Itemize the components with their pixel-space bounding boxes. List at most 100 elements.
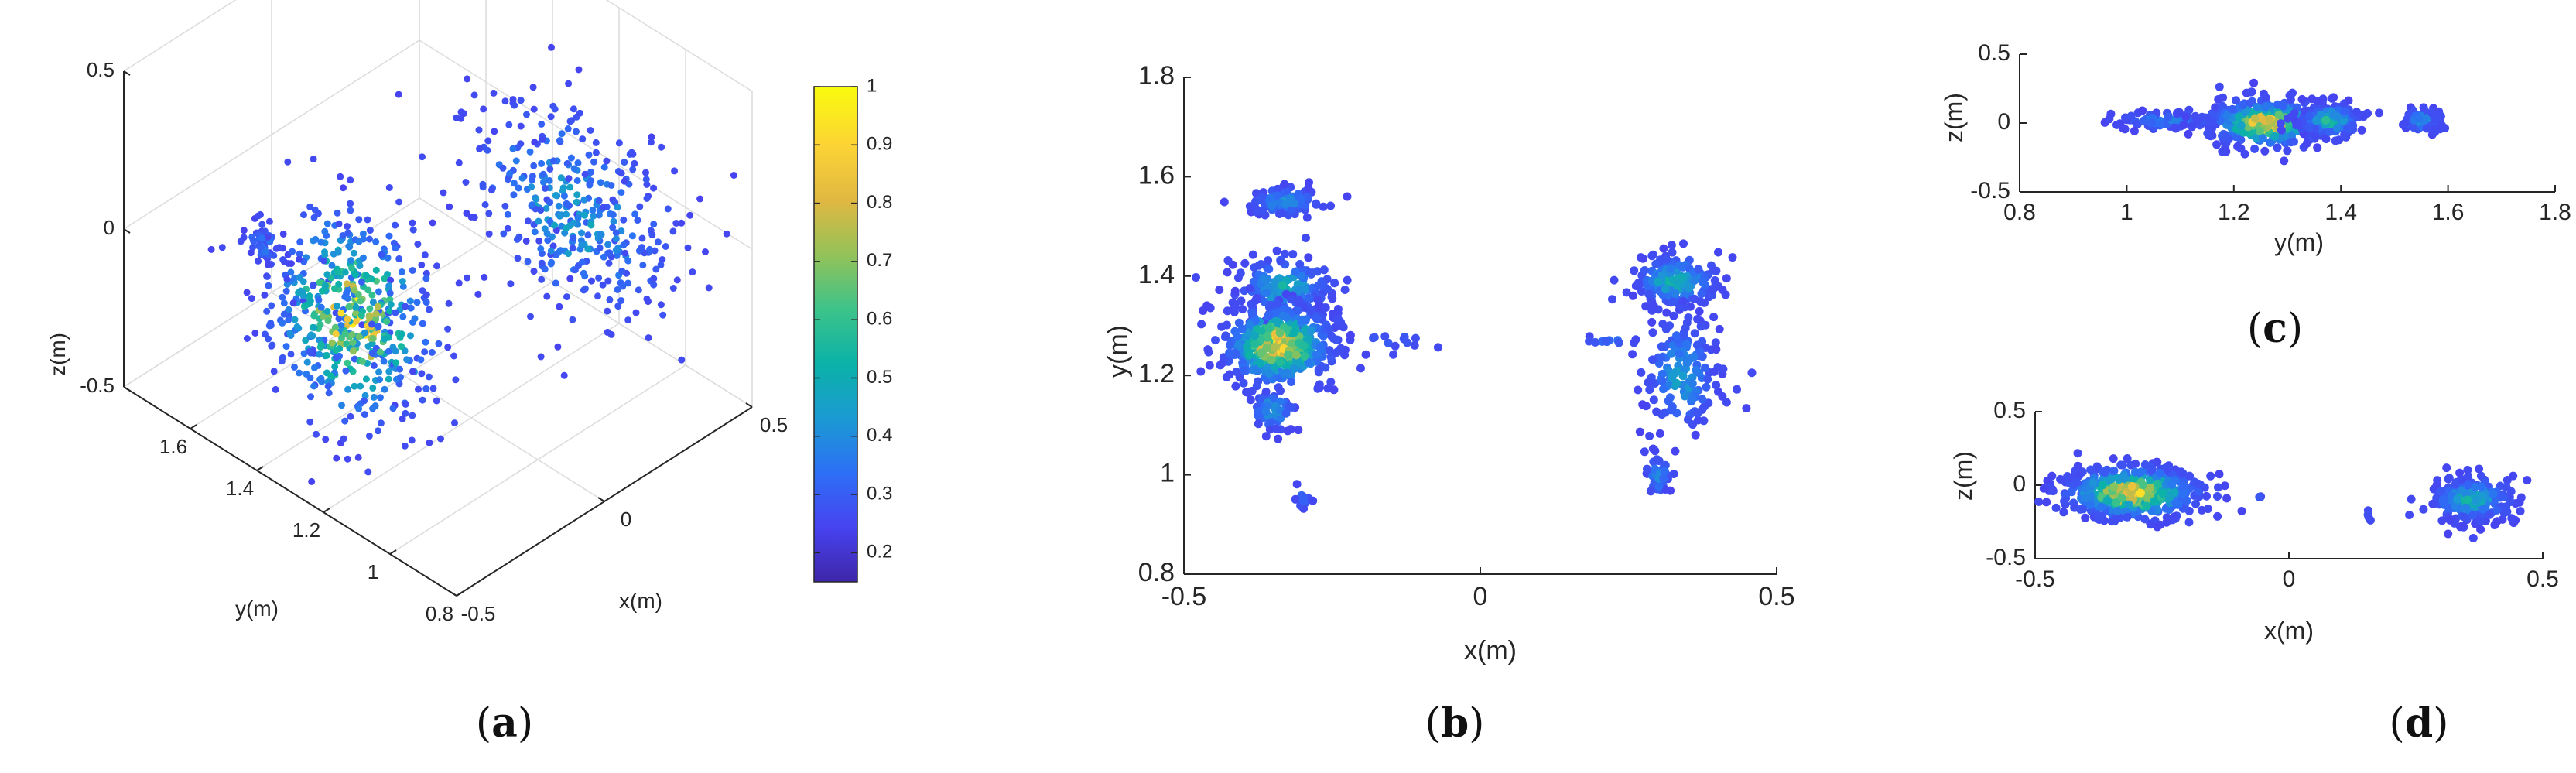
panel-a-tick-labels: -0.5 0 0.5 0.8 1 1.2 1.4 1.6 -0.5 0 0.5 bbox=[80, 58, 788, 625]
panel-a-point bbox=[604, 307, 611, 315]
panel-b-point bbox=[1356, 364, 1365, 373]
panel-a-point bbox=[375, 368, 383, 376]
panel-b-point bbox=[1192, 273, 1200, 282]
panel-b-point bbox=[1712, 345, 1721, 354]
panel-a-point bbox=[344, 455, 351, 463]
panel-a-point bbox=[599, 281, 607, 289]
panel-d-point bbox=[2407, 494, 2416, 504]
panel-d-point bbox=[2451, 480, 2460, 489]
panel-a-point bbox=[428, 348, 436, 356]
panel-a-point bbox=[564, 125, 572, 132]
panel-d-point bbox=[2177, 467, 2186, 477]
panel-d-point bbox=[2123, 454, 2132, 463]
panel-a-point bbox=[624, 316, 632, 324]
panel-a-point bbox=[464, 75, 471, 83]
panel-a-point bbox=[338, 402, 345, 409]
panel-a-point bbox=[422, 275, 430, 282]
panel-a-point bbox=[307, 393, 314, 401]
panel-a-point bbox=[642, 176, 650, 183]
panel-a-point bbox=[324, 317, 332, 324]
panel-a-point bbox=[409, 267, 416, 274]
panel-b-point bbox=[1271, 424, 1281, 433]
panel-d-point bbox=[2214, 483, 2222, 492]
panel-a-point bbox=[491, 128, 498, 135]
panel-a-point bbox=[278, 357, 286, 365]
panel-b-point bbox=[1238, 305, 1247, 314]
panel-b-point bbox=[1281, 249, 1289, 258]
panel-b-point bbox=[1330, 279, 1339, 288]
panel-b-point bbox=[1299, 341, 1309, 351]
panel-a-grid-line bbox=[123, 0, 237, 72]
panel-d-point bbox=[2097, 502, 2106, 511]
panel-a-point bbox=[600, 163, 608, 171]
panel-a-point bbox=[409, 368, 416, 375]
panel-a-point bbox=[240, 234, 248, 241]
panel-a-point bbox=[650, 275, 658, 282]
panel-a-point bbox=[463, 210, 470, 217]
panel-c-point bbox=[2344, 125, 2353, 134]
panel-a-point bbox=[580, 286, 587, 294]
panel-a-point bbox=[357, 297, 364, 305]
panel-a-point bbox=[590, 158, 597, 166]
panel-a-point bbox=[321, 248, 328, 256]
panel-d-point bbox=[2073, 461, 2082, 470]
panel-b-point bbox=[1340, 351, 1350, 360]
panel-b-point bbox=[1668, 248, 1677, 257]
panel-d-point bbox=[2405, 511, 2414, 519]
panel-a-point bbox=[323, 271, 331, 279]
panel-c-point bbox=[2344, 96, 2353, 105]
panel-a-point bbox=[399, 278, 406, 285]
panel-a-point bbox=[659, 256, 666, 263]
panel-a-point bbox=[396, 365, 403, 373]
panel-c-point bbox=[2139, 116, 2148, 125]
panel-a-point bbox=[607, 330, 615, 338]
panel-a-point bbox=[350, 249, 357, 257]
panel-a-point bbox=[344, 223, 351, 230]
panel-a-point bbox=[296, 250, 303, 258]
panel-d-point bbox=[2419, 505, 2428, 514]
panel-d-point bbox=[2136, 488, 2145, 498]
panel-a-point bbox=[392, 221, 399, 229]
panel-a-point bbox=[647, 227, 655, 234]
panel-d-point bbox=[2056, 474, 2065, 484]
panel-a-point bbox=[501, 97, 509, 105]
panel-d-point bbox=[2156, 520, 2165, 529]
panel-letter-a-text: a bbox=[491, 699, 518, 747]
panel-b-point bbox=[1302, 213, 1312, 222]
panel-b-point bbox=[1657, 377, 1667, 385]
panel-a-point bbox=[375, 288, 382, 296]
panel-a-point bbox=[564, 250, 572, 258]
panel-a-point bbox=[631, 210, 639, 218]
panel-c-point bbox=[2221, 131, 2230, 139]
panel-a-z-tick-label: 0 bbox=[104, 216, 115, 239]
panel-a-point bbox=[243, 289, 251, 296]
panel-a-point bbox=[392, 309, 399, 316]
panel-a-point bbox=[243, 335, 251, 342]
panel-a-point bbox=[418, 370, 426, 378]
panel-b-point bbox=[1688, 379, 1697, 388]
panel-a-point bbox=[464, 274, 471, 282]
panel-b-point bbox=[1722, 398, 1731, 407]
panel-b-point bbox=[1631, 335, 1640, 344]
panel-a-point bbox=[452, 376, 460, 384]
panel-a-point bbox=[425, 373, 433, 381]
panel-c-point bbox=[2431, 125, 2440, 134]
panel-a-point bbox=[547, 247, 555, 255]
panel-a-point bbox=[279, 319, 286, 327]
panel-b-point bbox=[1644, 282, 1653, 292]
panel-a-point bbox=[332, 310, 340, 316]
panel-a-point bbox=[581, 170, 589, 178]
panel-d-point bbox=[2140, 515, 2150, 524]
panel-a-point bbox=[392, 245, 399, 252]
panel-a-point bbox=[450, 352, 458, 360]
panel-a-point bbox=[261, 227, 269, 235]
panel-b-point bbox=[1702, 382, 1711, 392]
panel-c-point bbox=[2352, 108, 2361, 117]
panel-a-point bbox=[358, 321, 366, 329]
panel-b-point bbox=[1714, 248, 1722, 257]
panel-b-point bbox=[1668, 297, 1678, 306]
panel-b-point bbox=[1678, 371, 1688, 381]
panel-d-point bbox=[2471, 496, 2480, 505]
panel-d-point bbox=[2109, 482, 2119, 491]
panel-a-point bbox=[479, 180, 487, 188]
